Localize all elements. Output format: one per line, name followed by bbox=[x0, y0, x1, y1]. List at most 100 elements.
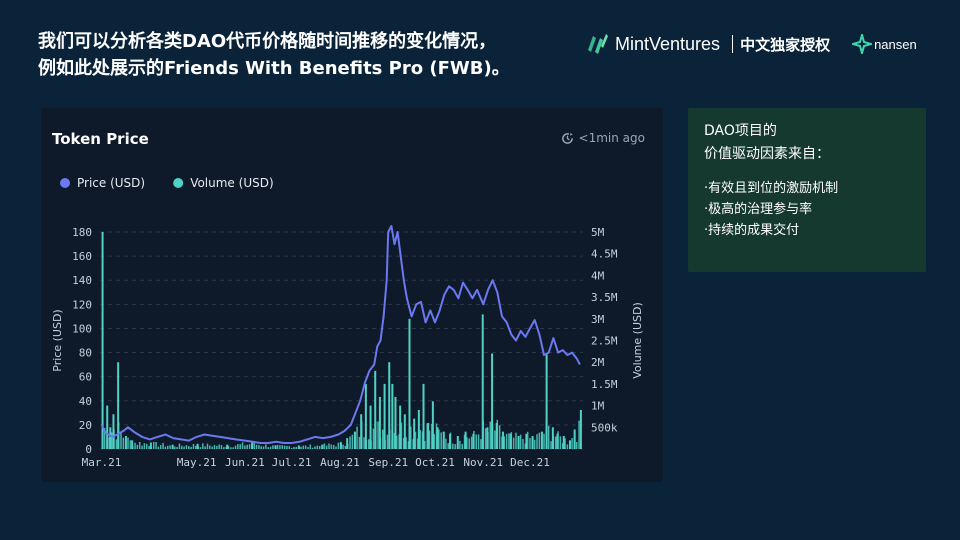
volume-bar bbox=[183, 446, 185, 449]
y2-tick-label: 500k bbox=[591, 421, 618, 434]
volume-bar bbox=[399, 405, 402, 449]
volume-bar bbox=[464, 431, 467, 449]
volume-bar bbox=[393, 432, 396, 449]
volume-bar bbox=[101, 232, 104, 449]
volume-bar bbox=[383, 383, 386, 449]
volume-bar bbox=[304, 445, 307, 449]
volume-bar bbox=[495, 422, 498, 449]
volume-bar bbox=[459, 440, 461, 449]
volume-bar bbox=[356, 426, 358, 449]
refresh-clock-icon[interactable] bbox=[561, 132, 574, 145]
headline: 我们可以分析各类DAO代币价格随时间推移的变化情况， 例如此处展示的Friend… bbox=[38, 28, 558, 82]
volume-bar bbox=[438, 429, 440, 449]
volume-bar bbox=[431, 401, 434, 449]
dao-value-drivers-card: DAO项目的 价值驱动因素来自： ·有效且到位的激励机制 ·极高的治理参与率 ·… bbox=[688, 108, 926, 272]
volume-bar bbox=[386, 434, 389, 449]
volume-bar bbox=[486, 427, 489, 449]
volume-bar bbox=[543, 433, 545, 449]
volume-bar bbox=[209, 445, 211, 449]
volume-bar bbox=[267, 447, 269, 449]
volume-bar bbox=[562, 435, 565, 449]
volume-bar bbox=[127, 437, 129, 449]
last-updated: <1min ago bbox=[561, 131, 645, 145]
volume-bar bbox=[293, 446, 295, 449]
volume-bar bbox=[452, 443, 454, 449]
volume-bar bbox=[536, 434, 538, 449]
last-updated-text: <1min ago bbox=[578, 131, 645, 145]
volume-bar bbox=[346, 438, 349, 449]
volume-bar bbox=[109, 427, 112, 449]
volume-bar bbox=[568, 440, 571, 449]
token-price-chart: 0 20 40 60 80 100 120 140 160 180 500k 1M 1.5M 2M 2.5M… bbox=[51, 176, 644, 469]
volume-bar bbox=[550, 441, 552, 449]
volume-bar bbox=[436, 427, 439, 449]
volume-bar bbox=[159, 445, 162, 449]
y2-tick-label: 5M bbox=[591, 226, 605, 239]
volume-bar bbox=[279, 445, 281, 449]
volume-bar bbox=[491, 353, 494, 449]
volume-bar bbox=[405, 437, 407, 449]
nansen-wordmark: nansen bbox=[874, 36, 917, 52]
volume-bar bbox=[382, 429, 384, 449]
volume-bar bbox=[199, 447, 202, 449]
volume-bar bbox=[262, 446, 265, 449]
volume-bar bbox=[417, 409, 420, 449]
legend-label: Price (USD) bbox=[77, 176, 145, 190]
volume-bar bbox=[498, 425, 501, 449]
volume-bar bbox=[533, 439, 536, 449]
volume-bar bbox=[155, 442, 157, 449]
x-tick-label: Sep.21 bbox=[368, 456, 408, 469]
volume-bar bbox=[110, 432, 113, 449]
volume-bar bbox=[468, 438, 470, 449]
volume-bar bbox=[442, 431, 445, 449]
volume-bar bbox=[149, 442, 152, 449]
y-tick-label: 60 bbox=[79, 371, 92, 384]
volume-bar bbox=[472, 433, 475, 449]
volume-bar bbox=[372, 428, 375, 449]
volume-bar bbox=[171, 444, 174, 449]
volume-bar bbox=[394, 396, 397, 449]
volume-bar bbox=[512, 437, 515, 449]
volume-bar bbox=[445, 438, 447, 449]
volume-bar bbox=[323, 443, 326, 449]
y2-tick-label: 1M bbox=[591, 400, 605, 413]
volume-bar bbox=[419, 429, 421, 449]
volume-bar bbox=[508, 433, 510, 449]
volume-bar bbox=[318, 446, 321, 449]
volume-bar bbox=[234, 445, 237, 449]
volume-bar bbox=[211, 446, 213, 449]
volume-bar bbox=[364, 383, 367, 449]
side-card-title: DAO项目的 价值驱动因素来自： bbox=[704, 120, 904, 166]
volume-bar bbox=[501, 431, 504, 449]
headline-line-2: 例如此处展示的Friends With Benefits Pro (FWB)。 bbox=[38, 58, 510, 79]
y-tick-label: 160 bbox=[72, 250, 92, 263]
volume-bar bbox=[428, 430, 431, 449]
volume-bar bbox=[246, 444, 248, 449]
volume-bar bbox=[230, 447, 232, 449]
volume-bar bbox=[403, 437, 405, 449]
volume-bar bbox=[410, 426, 412, 449]
volume-bar bbox=[388, 362, 391, 449]
volume-bar bbox=[174, 446, 176, 449]
volume-bar bbox=[456, 435, 459, 449]
volume-bar bbox=[344, 445, 347, 449]
volume-bar bbox=[325, 445, 328, 449]
volume-bar bbox=[551, 427, 554, 449]
grid-lines bbox=[100, 231, 583, 450]
brand-divider bbox=[732, 35, 734, 53]
volume-bar bbox=[141, 445, 143, 449]
price-line bbox=[100, 225, 581, 444]
volume-bar bbox=[561, 443, 564, 449]
volume-bar bbox=[422, 383, 425, 449]
volume-bar bbox=[509, 433, 512, 449]
volume-bar bbox=[241, 442, 244, 449]
volume-bar bbox=[545, 353, 548, 449]
volume-bar bbox=[335, 446, 337, 449]
x-tick-label: Jun.21 bbox=[225, 456, 265, 469]
volume-bar bbox=[251, 442, 254, 449]
volume-bar bbox=[117, 362, 120, 449]
volume-bar bbox=[475, 434, 477, 449]
volume-bar bbox=[461, 443, 463, 449]
volume-bar bbox=[225, 446, 227, 449]
y2-tick-label: 2M bbox=[591, 356, 605, 369]
